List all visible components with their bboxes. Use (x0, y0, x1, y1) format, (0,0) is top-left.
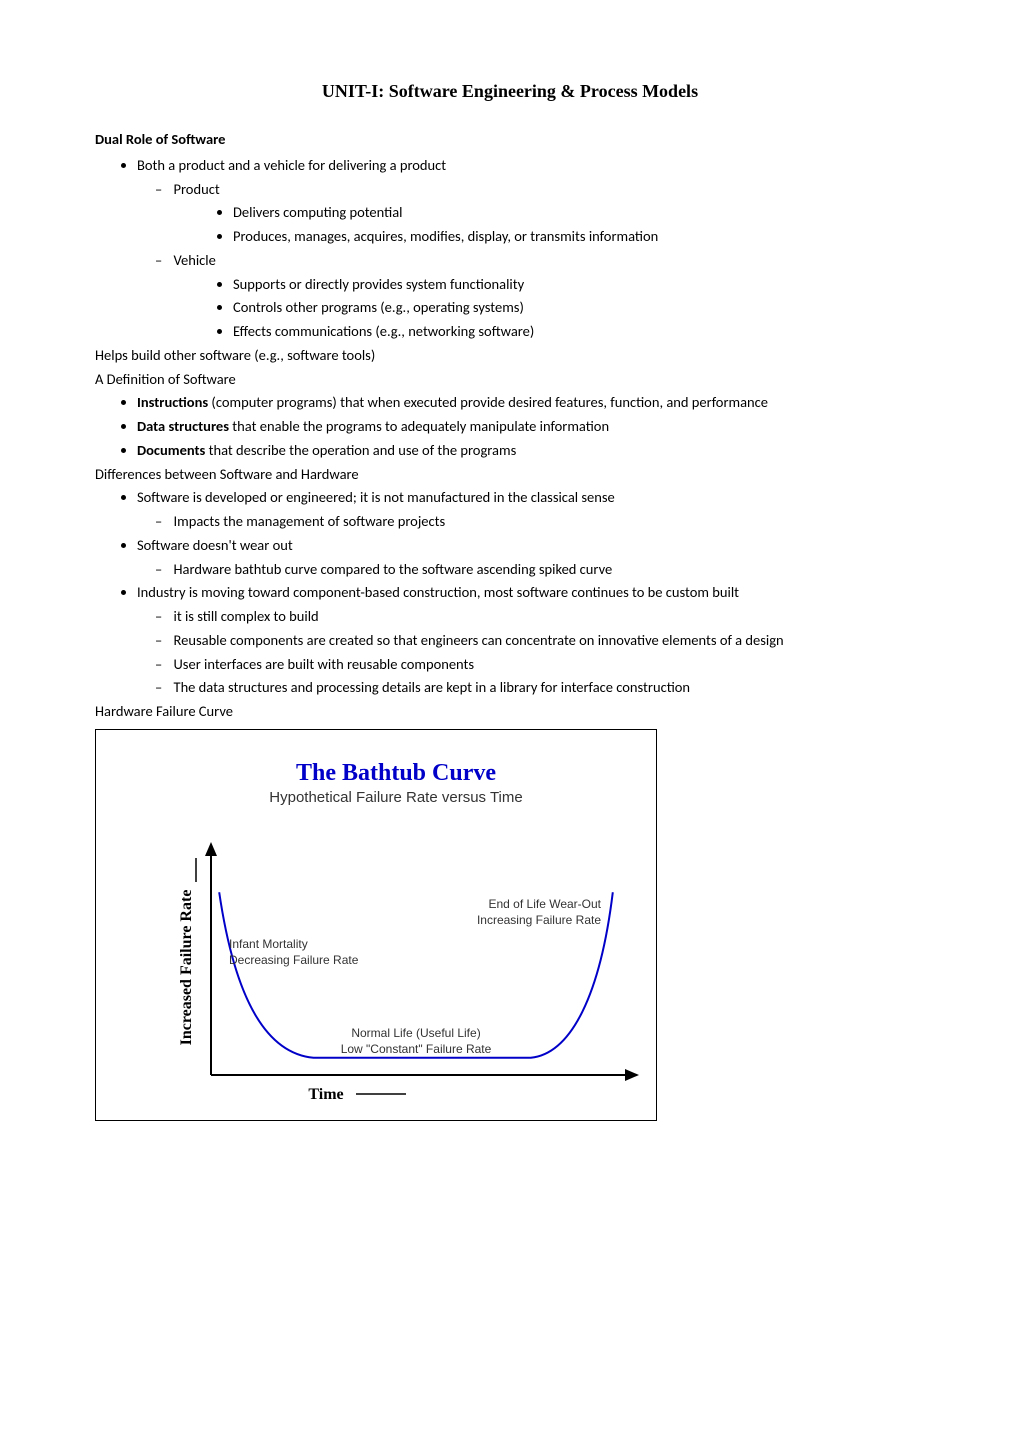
sec3-list: Software is developed or engineered; it … (137, 487, 925, 699)
list-item: Industry is moving toward component-base… (137, 582, 925, 699)
text: Both a product and a vehicle for deliver… (137, 156, 446, 174)
bathtub-curve-chart: The Bathtub Curve Hypothetical Failure Ra… (95, 729, 657, 1121)
svg-text:Low "Constant" Failure Rate: Low "Constant" Failure Rate (341, 1042, 492, 1056)
bold-term: Documents (137, 441, 205, 459)
list-item: Produces, manages, acquires, modifies, d… (233, 226, 925, 248)
sec2-list: Instructions (computer programs) that wh… (137, 392, 925, 461)
svg-text:Time: Time (308, 1086, 343, 1103)
list-item: Supports or directly provides system fun… (233, 274, 925, 296)
list-item: Software is developed or engineered; it … (137, 487, 925, 533)
list-item: User interfaces are built with reusable … (173, 654, 925, 676)
section-heading-differences: Differences between Software and Hardwar… (95, 464, 925, 486)
list-item: Effects communications (e.g., networking… (233, 321, 925, 343)
text: Vehicle (174, 251, 216, 269)
svg-text:Decreasing Failure Rate: Decreasing Failure Rate (229, 953, 359, 967)
svg-text:Increasing Failure Rate: Increasing Failure Rate (477, 913, 601, 927)
list-item: Software doesn't wear out Hardware batht… (137, 535, 925, 581)
bold-term: Data structures (137, 417, 229, 435)
svg-text:End of Life Wear-Out: End of Life Wear-Out (489, 897, 602, 911)
list-item: The data structures and processing detai… (173, 677, 925, 699)
svg-text:Hypothetical Failure Rate vers: Hypothetical Failure Rate versus Time (269, 789, 522, 806)
svg-text:Infant Mortality: Infant Mortality (229, 937, 308, 951)
list-item: Controls other programs (e.g., operating… (233, 297, 925, 319)
bathtub-curve-svg: The Bathtub Curve Hypothetical Failure Ra… (96, 730, 656, 1120)
list-item: it is still complex to build (173, 606, 925, 628)
svg-text:Normal Life (Useful Life): Normal Life (Useful Life) (351, 1026, 480, 1040)
list-item: Product Delivers computing potential Pro… (173, 179, 925, 248)
list-item: Both a product and a vehicle for deliver… (137, 155, 925, 343)
section-heading-hardware-failure: Hardware Failure Curve (95, 701, 925, 723)
text: Product (174, 180, 220, 198)
list-item: Instructions (computer programs) that wh… (137, 392, 925, 414)
section-heading-dual-role: Dual Role of Software (95, 129, 925, 151)
list-item: Reusable components are created so that … (173, 630, 925, 652)
sec1-list: Both a product and a vehicle for deliver… (137, 155, 925, 343)
list-item: Hardware bathtub curve compared to the s… (173, 559, 925, 581)
text: Industry is moving toward component-base… (137, 583, 739, 601)
text: that enable the programs to adequately m… (229, 417, 609, 435)
list-item: Data structures that enable the programs… (137, 416, 925, 438)
text: that describe the operation and use of t… (205, 441, 516, 459)
plain-text-helps: Helps build other software (e.g., softwa… (95, 345, 925, 367)
list-item: Impacts the management of software proje… (173, 511, 925, 533)
bold-term: Instructions (137, 393, 208, 411)
list-item: Vehicle Supports or directly provides sy… (173, 250, 925, 343)
text: Software is developed or engineered; it … (137, 488, 615, 506)
list-item: Delivers computing potential (233, 202, 925, 224)
svg-text:The Bathtub Curve: The Bathtub Curve (296, 760, 496, 786)
section-heading-definition: A Definition of Software (95, 369, 925, 391)
page-title: UNIT-I: Software Engineering & Process M… (95, 78, 925, 105)
svg-text:Increased Failure Rate: Increased Failure Rate (178, 889, 195, 1045)
text: Software doesn't wear out (137, 536, 293, 554)
text: (computer programs) that when executed p… (208, 393, 768, 411)
list-item: Documents that describe the operation an… (137, 440, 925, 462)
